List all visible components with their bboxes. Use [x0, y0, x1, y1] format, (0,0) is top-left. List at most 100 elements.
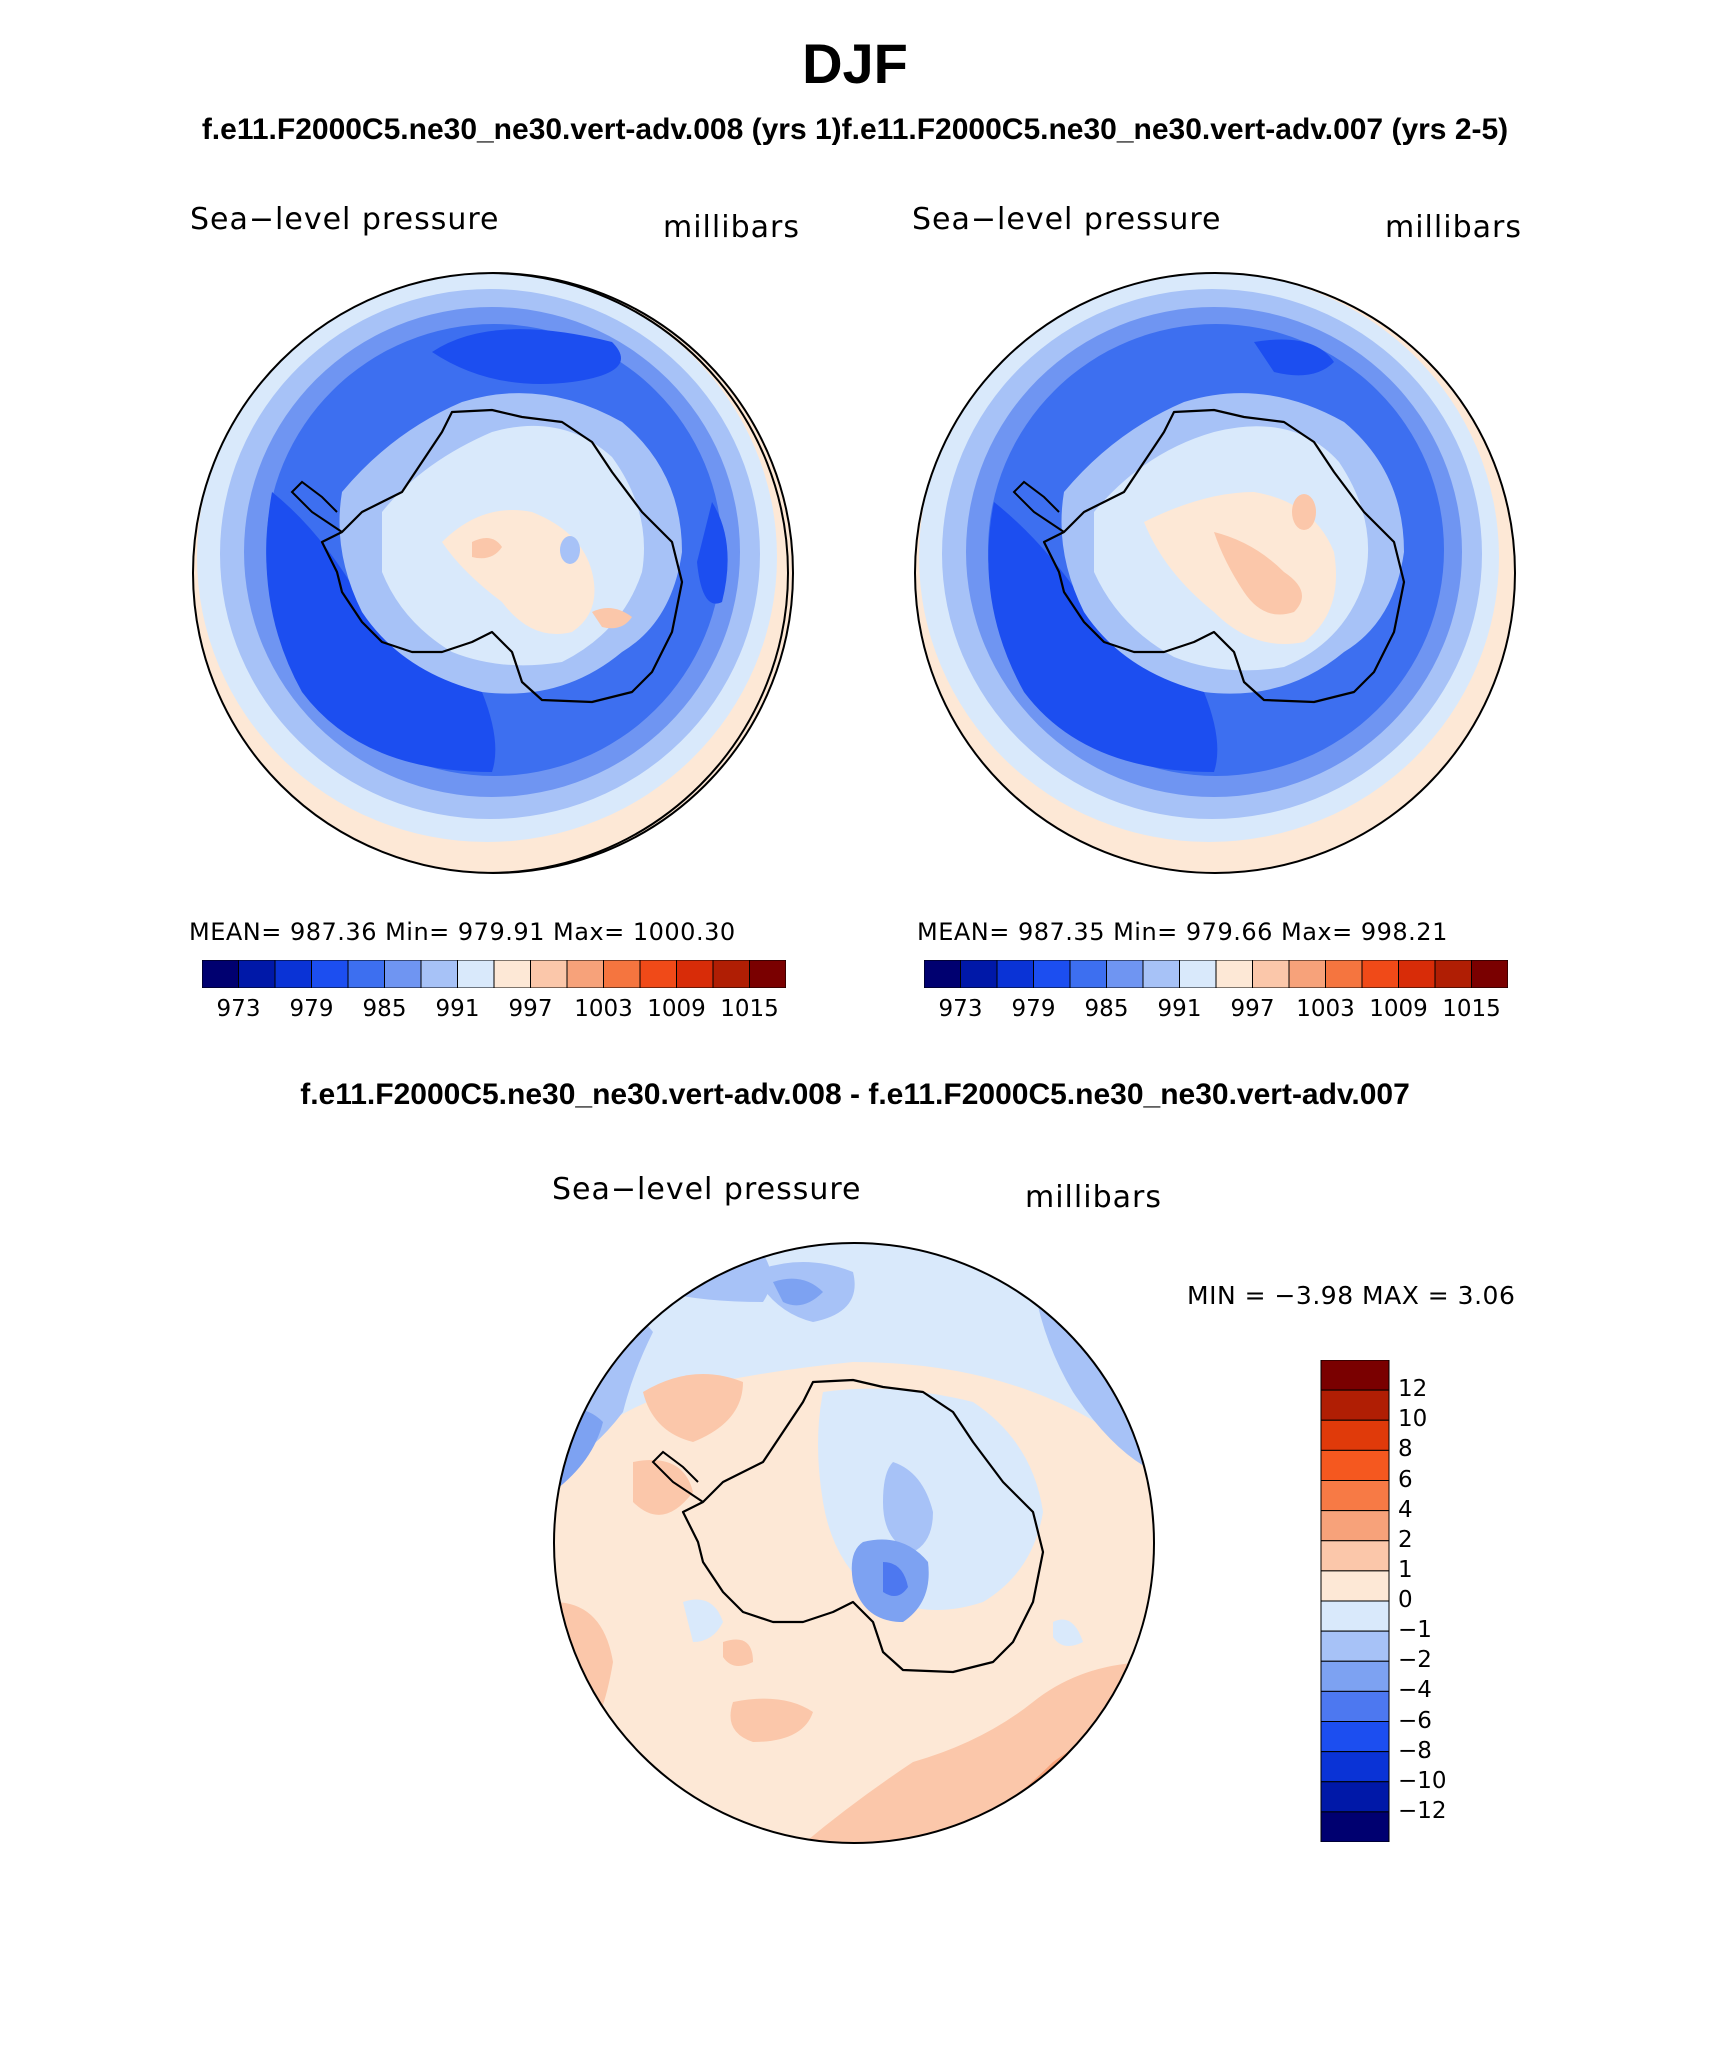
difference-colorbar [1320, 1360, 1390, 1842]
colorbar-segment [1320, 1751, 1390, 1783]
colorbar-segment [924, 960, 961, 988]
colorbar-segment [1106, 960, 1144, 988]
map-fill [1053, 1619, 1083, 1646]
colorbar-segment [274, 960, 312, 988]
difference-colorbar-ticks: 12 10 8 6 4 2 1 0 −1 −2 −4 −6 −8 −10 −12 [1398, 1360, 1518, 1842]
colorbar-segment [1320, 1480, 1390, 1512]
map-border [193, 273, 789, 873]
colorbar-tick-label: 991 [1157, 996, 1202, 1022]
colorbar-tick-label: −1 [1398, 1617, 1432, 1644]
panel2-colorbar [924, 960, 1508, 988]
colorbar-tick-label: −2 [1398, 1647, 1432, 1674]
colorbar-segment [202, 960, 239, 988]
diff-units-label: millibars [1025, 1180, 1162, 1215]
colorbar-tick-label: −6 [1398, 1707, 1432, 1734]
colorbar-tick-label: −8 [1398, 1737, 1432, 1764]
colorbar-segment [420, 960, 458, 988]
colorbar-segment [1361, 960, 1399, 988]
case-titles: f.e11.F2000C5.ne30_ne30.vert-adv.008 (yr… [201, 113, 1509, 146]
colorbar-segment [1320, 1660, 1390, 1692]
colorbar-tick-label: −10 [1398, 1767, 1447, 1794]
colorbar-segment [603, 960, 641, 988]
colorbar-tick-label: 997 [1230, 996, 1275, 1022]
panel2-variable-label: Sea−level pressure [912, 202, 1222, 237]
colorbar-tick-label: 1003 [574, 996, 633, 1022]
map-fill [633, 1460, 693, 1515]
colorbar-segment [1320, 1449, 1390, 1481]
panel2-units-label: millibars [1385, 210, 1522, 245]
colorbar-tick-label: 979 [289, 996, 334, 1022]
colorbar-tick-label: −4 [1398, 1677, 1432, 1704]
colorbar-segment [1398, 960, 1436, 988]
map-fill [1292, 494, 1316, 530]
map-fill [883, 1462, 933, 1552]
colorbar-tick-label: 973 [216, 996, 261, 1022]
antarctica-coastline [681, 1378, 1045, 1674]
colorbar-tick-label: 1015 [1442, 996, 1501, 1022]
map-fill [432, 329, 621, 384]
colorbar-segment [676, 960, 714, 988]
colorbar-segment [530, 960, 568, 988]
map-fill [773, 1278, 823, 1306]
colorbar-segment [1320, 1570, 1390, 1602]
map-fill [1254, 339, 1334, 376]
colorbar-tick-label: 0 [1398, 1587, 1413, 1613]
panel2-colorbar-ticks: 973 979 985 991 997 1003 1009 1015 [924, 996, 1508, 1026]
colorbar-segment [1179, 960, 1217, 988]
colorbar-segment [1320, 1389, 1390, 1421]
colorbar-segment [1325, 960, 1363, 988]
colorbar-segment [1215, 960, 1253, 988]
colorbar-segment [712, 960, 750, 988]
map-fill [988, 502, 1218, 772]
colorbar-segment [347, 960, 385, 988]
colorbar-segment [1471, 960, 1508, 988]
colorbar-tick-label: 979 [1011, 996, 1056, 1022]
diff-variable-label: Sea−level pressure [552, 1172, 862, 1207]
colorbar-segment [639, 960, 677, 988]
map-fill [643, 1374, 743, 1442]
panel1-colorbar-ticks: 973 979 985 991 997 1003 1009 1015 [202, 996, 786, 1026]
colorbar-segment [1320, 1360, 1390, 1391]
colorbar-segment [1252, 960, 1290, 988]
map-fill [697, 502, 728, 604]
colorbar-segment [566, 960, 604, 988]
colorbar-segment [384, 960, 422, 988]
panel2-stats: MEAN= 987.35 Min= 979.66 Max= 998.21 [917, 918, 1448, 946]
colorbar-tick-label: −12 [1398, 1797, 1447, 1824]
map-fill [592, 608, 632, 629]
colorbar-tick-label: 8 [1398, 1436, 1413, 1463]
colorbar-tick-label: 973 [938, 996, 983, 1022]
colorbar-segment [311, 960, 349, 988]
colorbar-segment [238, 960, 276, 988]
colorbar-tick-label: 997 [508, 996, 553, 1022]
map-fill [554, 1243, 1154, 1472]
peninsula-coastline [290, 480, 343, 533]
peninsula-coastline [651, 1450, 704, 1503]
map-fill [560, 536, 580, 564]
map-fill [472, 538, 502, 559]
colorbar-segment [996, 960, 1034, 988]
colorbar-segment [960, 960, 998, 988]
colorbar-segment [1320, 1419, 1390, 1451]
colorbar-segment [1142, 960, 1180, 988]
colorbar-segment [1320, 1811, 1390, 1842]
antarctica-coastline [1042, 408, 1406, 704]
panel1-colorbar [202, 960, 786, 988]
colorbar-segment [1320, 1510, 1390, 1542]
colorbar-tick-label: 985 [1084, 996, 1129, 1022]
colorbar-tick-label: 1003 [1296, 996, 1355, 1022]
colorbar-tick-label: 12 [1398, 1376, 1428, 1403]
season-title: DJF [802, 32, 908, 95]
panel1-variable-label: Sea−level pressure [190, 202, 500, 237]
colorbar-tick-label: 10 [1398, 1406, 1428, 1433]
map-fill [1214, 532, 1302, 615]
panel1-stats: MEAN= 987.36 Min= 979.91 Max= 1000.30 [189, 918, 736, 946]
panel1-units-label: millibars [663, 210, 800, 245]
colorbar-tick-label: 1 [1398, 1556, 1413, 1583]
map-fill [730, 1698, 813, 1742]
difference-polar-map [553, 1242, 1155, 1844]
map-fill [683, 1599, 723, 1642]
colorbar-segment [1288, 960, 1326, 988]
colorbar-tick-label: 6 [1398, 1466, 1413, 1493]
colorbar-segment [1320, 1781, 1390, 1813]
